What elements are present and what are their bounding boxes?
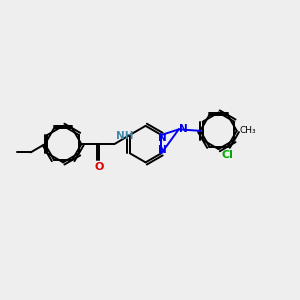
Text: N: N [158,133,166,143]
Text: N: N [178,124,187,134]
Text: N: N [158,145,166,155]
Text: O: O [94,162,104,172]
Text: NH: NH [116,131,133,141]
Text: Cl: Cl [222,150,234,160]
Text: CH₃: CH₃ [239,126,256,135]
